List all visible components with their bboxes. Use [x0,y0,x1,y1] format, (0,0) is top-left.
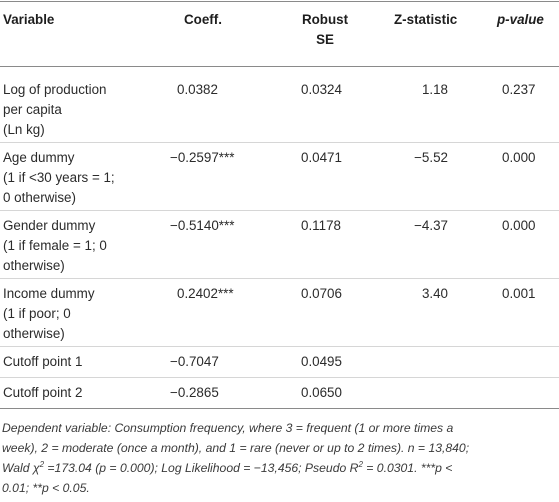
header-se-line2: SE [316,32,334,47]
row-rule [0,346,559,347]
bottom-rule [0,408,559,409]
se-cell: 0.0650 [301,385,342,400]
row-label-line: (1 if female = 1; 0 [3,238,107,253]
p-cell: 0.001 [502,286,536,301]
row-label-line: otherwise) [3,326,65,341]
se-cell: 0.1178 [301,218,341,233]
row-label-line: Income dummy [3,286,95,301]
header-rule [0,66,559,67]
se-cell: 0.0324 [301,82,342,97]
coeff-cell: −0.7047 [170,354,219,369]
coeff-cell: 0.2402*** [177,286,234,301]
z-cell: −4.37 [414,218,448,233]
coeff-cell: −0.2865 [170,385,219,400]
z-cell: −5.52 [414,150,448,165]
row-label-line: otherwise) [3,258,65,273]
header-variable: Variable [3,12,55,27]
header-coeff: Coeff. [184,12,222,27]
row-label-line: Cutoff point 2 [3,385,83,400]
footnote-line: Wald χ2 =173.04 (p = 0.000); Log Likelih… [2,460,453,476]
z-cell: 1.18 [421,82,448,97]
row-label-line: (1 if poor; 0 [3,306,71,321]
footnote-line: 0.01; **p < 0.05. [2,481,90,495]
row-label-line: Log of production [3,82,107,97]
se-cell: 0.0471 [301,150,342,165]
se-cell: 0.0706 [301,286,342,301]
row-label-line: (Ln kg) [3,122,45,137]
footnote-line: Dependent variable: Consumption frequenc… [2,421,454,435]
row-label-line: Cutoff point 1 [3,354,83,369]
table-footnote: Dependent variable: Consumption frequenc… [2,418,554,498]
z-cell: 3.40 [421,286,448,301]
coeff-cell: 0.0382 [177,82,218,97]
se-cell: 0.0495 [301,354,342,369]
row-rule [0,278,559,279]
row-rule [0,210,559,211]
coeff-cell: −0.2597*** [170,150,235,165]
row-label-line: Gender dummy [3,218,96,233]
row-label-line: 0 otherwise) [3,190,76,205]
row-label-line: per capita [3,102,62,117]
row-label-line: (1 if <30 years = 1; [3,170,115,185]
p-cell: 0.000 [502,218,536,233]
p-cell: 0.237 [502,82,536,97]
header-z: Z-statistic [394,12,458,27]
p-cell: 0.000 [502,150,536,165]
row-label-line: Age dummy [3,150,75,165]
top-rule [0,1,559,2]
header-p: p-value [497,12,544,27]
row-rule [0,142,559,143]
coeff-cell: −0.5140*** [170,218,235,233]
row-rule [0,377,559,378]
header-se-line1: Robust [301,12,349,27]
footnote-line: week), 2 = moderate (once a month), and … [2,441,470,455]
